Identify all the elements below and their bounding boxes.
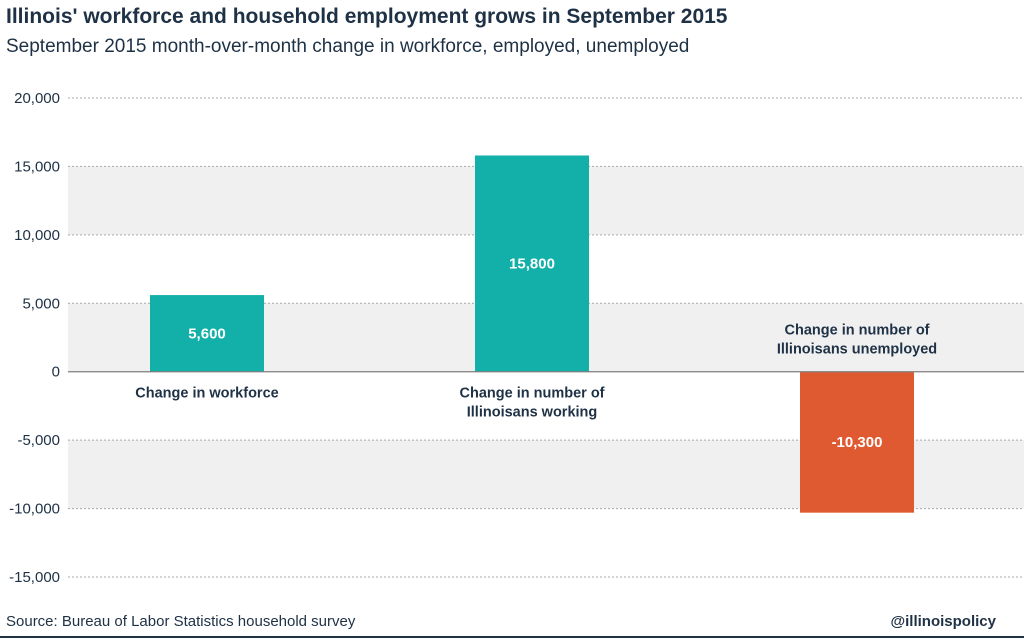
y-tick-label: -10,000 — [9, 501, 60, 518]
category-label: Change in workforce — [135, 386, 278, 402]
brand-handle: @illinoispolicy — [890, 613, 996, 630]
bar — [150, 295, 264, 372]
chart-title: Illinois' workforce and household employ… — [6, 5, 728, 28]
footer-divider — [0, 636, 1024, 638]
y-tick-label: -5,000 — [17, 432, 60, 449]
category-label: Change in number of — [785, 323, 930, 339]
bar-chart: 20,000 15,000 10,000 5,000 0 -5,000 -10,000 -15… — [9, 90, 1024, 586]
bar — [475, 155, 589, 372]
y-tick-label: 15,000 — [14, 158, 60, 175]
data-label: -10,300 — [832, 434, 883, 451]
y-tick-label: 20,000 — [14, 90, 60, 107]
data-label: 5,600 — [188, 325, 226, 342]
category-label: Illinoisans unemployed — [777, 342, 937, 358]
y-tick-label: 10,000 — [14, 227, 60, 244]
labels: 5,600 15,800 -10,300 Change in workforce Cha… — [135, 256, 937, 452]
category-label: Change in number of — [460, 386, 605, 402]
y-tick-label: -15,000 — [9, 569, 60, 586]
bars — [150, 155, 914, 513]
category-label: Illinoisans working — [467, 405, 598, 421]
bar — [800, 371, 914, 513]
y-tick-label: 0 — [52, 364, 60, 381]
source-note: Source: Bureau of Labor Statistics house… — [6, 613, 356, 630]
chart-subtitle: September 2015 month-over-month change i… — [6, 36, 690, 57]
data-label: 15,800 — [509, 256, 555, 273]
y-tick-label: 5,000 — [22, 295, 60, 312]
y-axis-ticks: 20,000 15,000 10,000 5,000 0 -5,000 -10,000 -15… — [9, 90, 60, 586]
